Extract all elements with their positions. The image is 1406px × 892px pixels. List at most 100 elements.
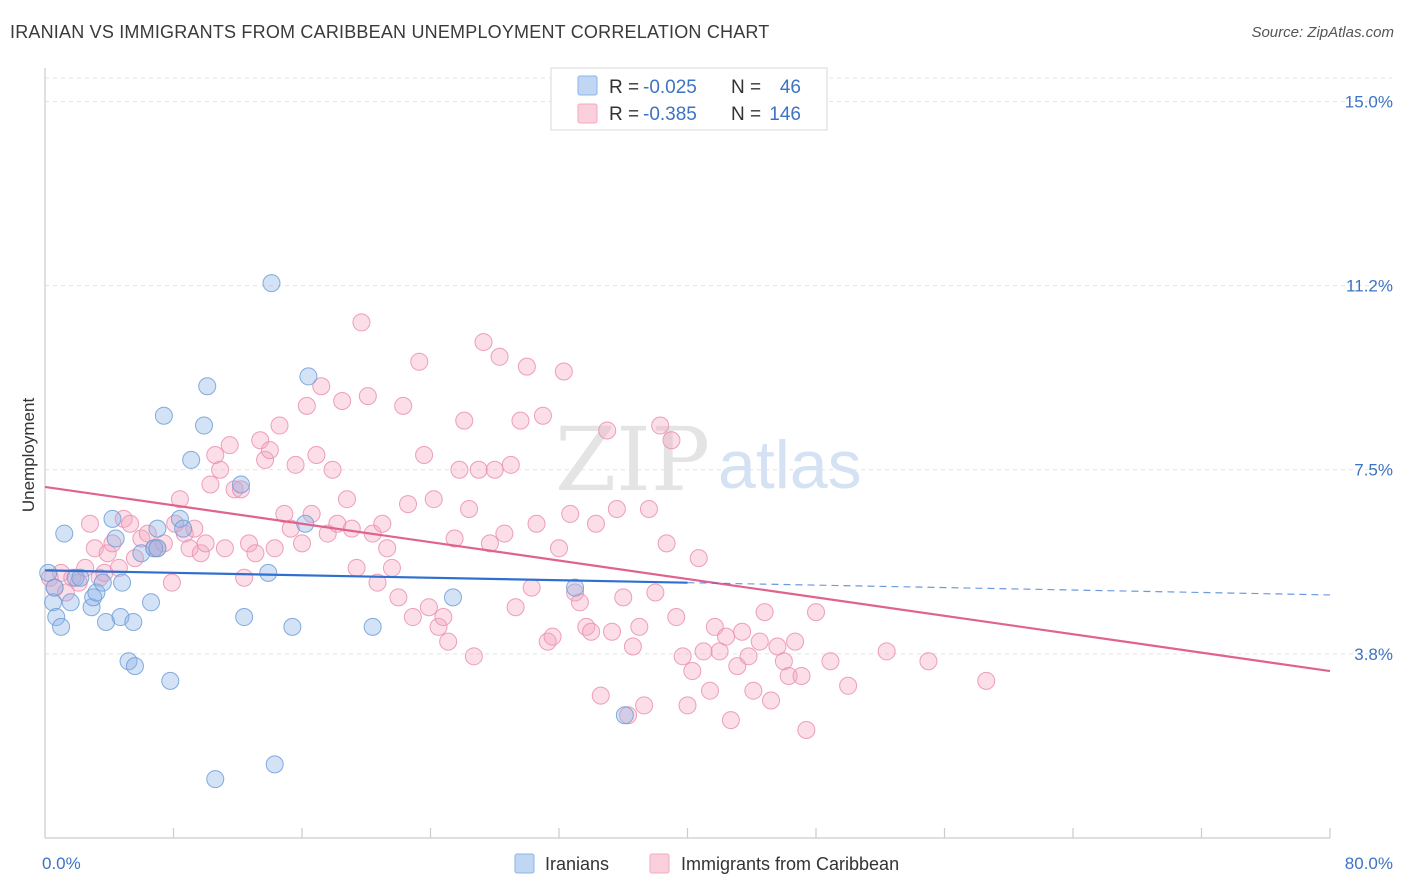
data-point — [443, 588, 462, 607]
data-point — [211, 460, 230, 479]
data-point — [429, 617, 448, 636]
data-point — [762, 691, 781, 710]
axes — [44, 68, 1331, 839]
data-point — [821, 652, 840, 671]
data-point — [66, 568, 85, 587]
data-point — [246, 544, 265, 563]
data-point — [517, 357, 536, 376]
data-point — [657, 534, 676, 553]
data-point — [662, 431, 681, 450]
data-point — [45, 578, 64, 597]
legend-swatch-iranians — [514, 853, 535, 874]
data-points — [39, 274, 996, 789]
data-point — [71, 568, 90, 587]
data-point — [260, 441, 279, 460]
data-point — [170, 509, 189, 528]
data-point — [363, 617, 382, 636]
data-point — [201, 475, 220, 494]
data-point — [358, 387, 377, 406]
data-point — [251, 431, 270, 450]
data-point — [337, 490, 356, 509]
data-point — [97, 612, 116, 631]
data-point — [501, 455, 520, 474]
data-point — [302, 504, 321, 523]
data-point — [148, 539, 167, 558]
data-point — [235, 608, 254, 627]
data-point — [235, 568, 254, 587]
data-point — [113, 573, 132, 592]
legend-label-caribbean: Immigrants from Caribbean — [681, 854, 899, 874]
data-point — [55, 524, 74, 543]
data-point — [877, 642, 896, 661]
chart-title: IRANIAN VS IMMIGRANTS FROM CARIBBEAN UNE… — [10, 22, 770, 42]
legend-r-label: R = — [609, 77, 639, 98]
data-point — [614, 588, 633, 607]
trend-line-caribbean — [44, 485, 1331, 673]
data-point — [312, 377, 331, 396]
data-point — [174, 519, 193, 538]
data-point — [44, 593, 63, 612]
data-point — [333, 391, 352, 410]
legend-item-caribbean[interactable]: Immigrants from Caribbean — [649, 853, 899, 874]
data-point — [807, 603, 825, 622]
data-point — [485, 460, 504, 479]
data-point — [424, 490, 443, 509]
legend-swatch-caribbean — [649, 853, 670, 874]
data-point — [774, 652, 793, 671]
data-point — [744, 681, 763, 700]
data-point — [603, 622, 622, 641]
data-point — [347, 558, 366, 577]
data-point — [623, 637, 642, 656]
legend-row-caribbean: R = -0.385 N = 146 — [577, 103, 801, 125]
y-tick-label: 3.8% — [1354, 645, 1393, 664]
data-point — [281, 519, 300, 538]
data-point — [220, 436, 239, 455]
data-point — [839, 676, 858, 695]
data-point — [554, 362, 573, 381]
data-point — [721, 711, 740, 730]
data-point — [750, 632, 769, 651]
data-point — [196, 534, 215, 553]
data-point — [797, 720, 816, 739]
data-point — [639, 500, 658, 519]
data-point — [591, 686, 610, 705]
legend-n-value-iranians: 46 — [780, 77, 801, 98]
data-point — [394, 396, 413, 415]
data-point — [490, 347, 509, 366]
data-point — [318, 524, 337, 543]
data-point — [323, 460, 342, 479]
legend-item-iranians[interactable]: Iranians — [514, 853, 609, 874]
data-point — [265, 755, 284, 774]
data-point — [368, 573, 387, 592]
data-point — [231, 475, 250, 494]
data-point — [635, 696, 654, 715]
legend-row-iranians: R = -0.025 N = 46 — [577, 75, 801, 98]
data-point — [434, 608, 453, 627]
data-point — [180, 539, 199, 558]
legend-r-value-iranians: -0.025 — [643, 77, 697, 98]
trend-line-iranians — [44, 569, 688, 584]
data-point — [522, 578, 541, 597]
legend-label-iranians: Iranians — [545, 854, 609, 874]
data-point — [786, 632, 805, 651]
data-point — [106, 529, 125, 548]
data-point — [206, 446, 225, 464]
data-point — [733, 622, 752, 641]
data-point — [342, 519, 361, 538]
data-point — [265, 539, 284, 558]
data-point — [570, 593, 589, 612]
data-point — [598, 421, 617, 440]
grid-lines — [45, 77, 1392, 655]
data-point — [373, 514, 392, 533]
legend-swatch-iranians — [577, 75, 598, 96]
data-point — [566, 578, 585, 597]
y-tick-labels: 15.0% 11.2% 7.5% 3.8% — [1345, 92, 1393, 663]
data-point — [170, 490, 189, 509]
watermark-zip: ZIP — [555, 408, 710, 511]
data-point — [630, 617, 649, 636]
data-point — [148, 519, 167, 538]
data-point — [538, 632, 557, 651]
data-point — [506, 598, 525, 617]
data-point — [297, 396, 316, 415]
